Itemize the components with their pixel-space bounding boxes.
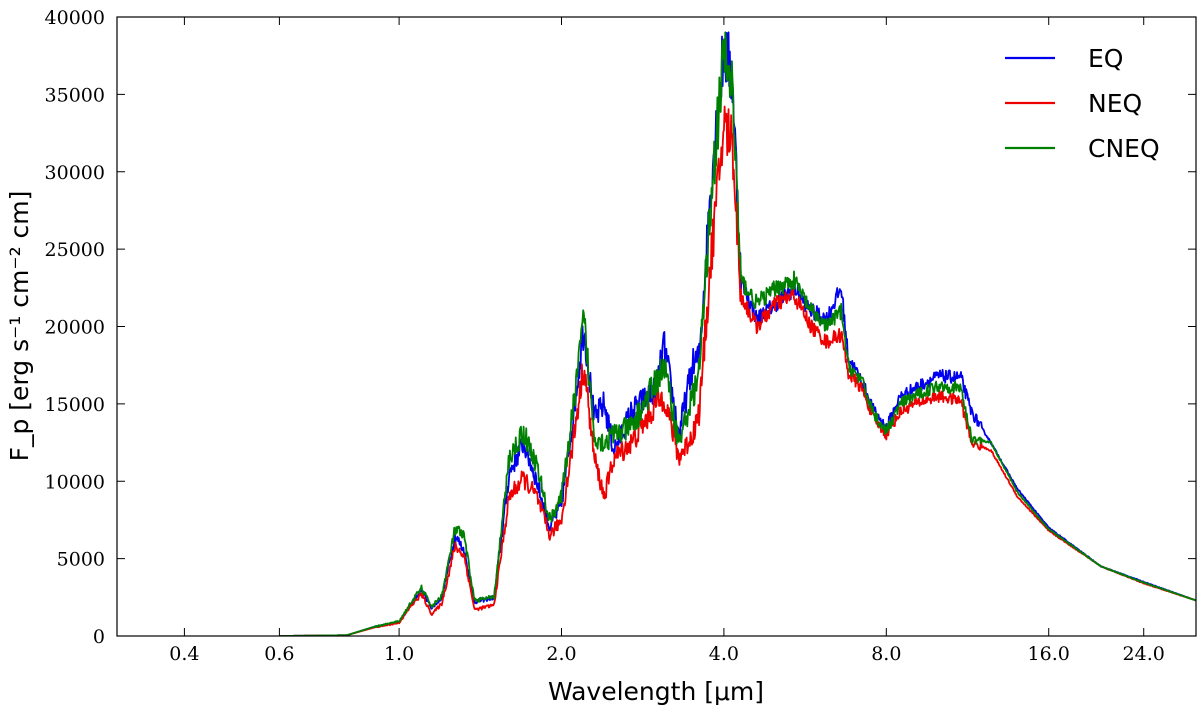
legend-label-cneq: CNEQ [1088, 134, 1160, 163]
x-tick-label: 16.0 [1028, 643, 1070, 665]
legend-label-neq: NEQ [1088, 89, 1142, 118]
y-axis-label: F_p [erg s⁻¹ cm⁻² cm] [5, 191, 34, 462]
legend-label-eq: EQ [1088, 44, 1123, 73]
ticks-layer: 0.4 0.6 1.0 2.0 4.0 8.0 16.0 24.0 0 5000 10000 1500… [45, 7, 1196, 665]
x-tick-label: 2.0 [546, 643, 576, 665]
series-line-eq [279, 31, 1196, 636]
y-tick-label: 20000 [45, 317, 105, 339]
x-tick-label: 0.4 [169, 643, 199, 665]
y-tick-label: 5000 [57, 549, 105, 571]
plot-frame [116, 16, 1197, 637]
x-tick-label: 8.0 [871, 643, 901, 665]
y-tick-label: 35000 [45, 84, 105, 106]
series-layer [279, 31, 1196, 636]
x-tick-label: 0.6 [264, 643, 294, 665]
y-tick-label: 30000 [45, 162, 105, 184]
x-tick-label: 4.0 [709, 643, 739, 665]
x-tick-label: 24.0 [1123, 643, 1165, 665]
x-tick-label: 1.0 [384, 643, 414, 665]
x-axis-label: Wavelength [μm] [548, 677, 764, 706]
y-tick-label: 25000 [45, 239, 105, 261]
series-line-cneq [279, 31, 1196, 636]
legend: EQ NEQ CNEQ [1005, 44, 1160, 163]
y-tick-label: 0 [93, 626, 105, 648]
y-tick-label: 40000 [45, 7, 105, 29]
y-tick-label: 15000 [45, 394, 105, 416]
y-tick-label: 10000 [45, 471, 105, 493]
